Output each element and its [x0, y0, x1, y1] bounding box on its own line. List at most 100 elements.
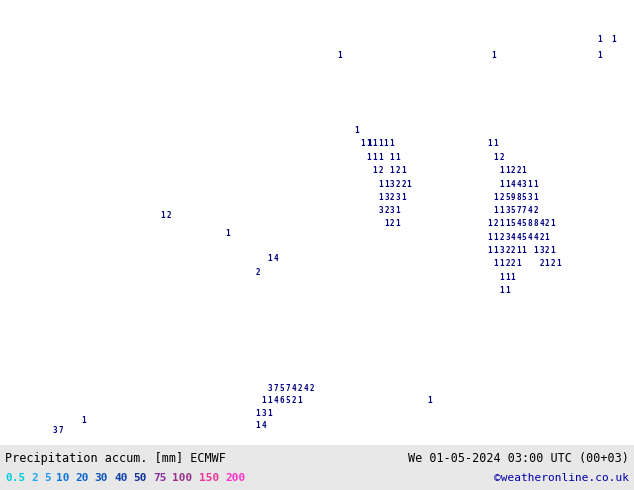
Text: 4: 4	[274, 395, 278, 405]
Text: 2: 2	[534, 205, 538, 215]
Text: 1: 1	[545, 259, 549, 268]
Text: 1: 1	[517, 245, 521, 254]
Text: 1: 1	[522, 245, 526, 254]
Text: 100: 100	[172, 473, 193, 483]
Text: 3: 3	[500, 245, 504, 254]
Text: 1: 1	[256, 409, 261, 417]
Text: 1: 1	[500, 166, 504, 174]
Text: 4: 4	[527, 232, 533, 242]
Text: 1: 1	[406, 179, 411, 189]
Text: 2: 2	[256, 268, 261, 276]
Text: 1: 1	[82, 416, 86, 424]
Text: 1: 1	[612, 35, 616, 45]
Text: 2: 2	[551, 259, 555, 268]
Text: 1: 1	[268, 409, 273, 417]
Text: 1: 1	[402, 166, 406, 174]
Text: 3: 3	[262, 409, 266, 417]
Text: 1: 1	[506, 179, 510, 189]
Text: 1: 1	[488, 245, 493, 254]
Text: 1: 1	[373, 166, 377, 174]
Text: 1: 1	[494, 232, 498, 242]
Text: 1: 1	[527, 179, 533, 189]
Text: 2: 2	[390, 193, 394, 201]
Text: 1: 1	[385, 179, 389, 189]
Text: 1: 1	[361, 139, 365, 147]
Text: 2: 2	[500, 232, 504, 242]
Text: 1: 1	[534, 245, 538, 254]
Text: 8: 8	[517, 193, 521, 201]
Text: 2: 2	[309, 384, 314, 392]
Text: 1: 1	[402, 193, 406, 201]
Text: 3: 3	[390, 179, 394, 189]
Text: We 01-05-2024 03:00 UTC (00+03): We 01-05-2024 03:00 UTC (00+03)	[408, 451, 629, 465]
Text: 2: 2	[511, 259, 515, 268]
Text: 1: 1	[494, 205, 498, 215]
Text: 3: 3	[385, 193, 389, 201]
Text: 2: 2	[378, 166, 384, 174]
Text: 1: 1	[500, 179, 504, 189]
Text: 5: 5	[511, 219, 515, 227]
Text: 1: 1	[160, 211, 165, 220]
Text: 2: 2	[32, 473, 38, 483]
Text: 7: 7	[517, 205, 521, 215]
Text: 1: 1	[500, 272, 504, 281]
Text: 1: 1	[492, 50, 496, 59]
Text: 2: 2	[494, 219, 498, 227]
Text: 50: 50	[134, 473, 147, 483]
Text: 8: 8	[527, 219, 533, 227]
Text: 2: 2	[298, 384, 302, 392]
Text: 5: 5	[522, 232, 526, 242]
Text: 1: 1	[256, 420, 261, 430]
Text: 4: 4	[262, 420, 266, 430]
Text: 1: 1	[500, 219, 504, 227]
Text: 2: 2	[506, 245, 510, 254]
Text: 1: 1	[396, 219, 400, 227]
Text: 2: 2	[517, 166, 521, 174]
Text: 3: 3	[506, 205, 510, 215]
Text: 1: 1	[494, 139, 498, 147]
Text: 7: 7	[522, 205, 526, 215]
Text: 1: 1	[390, 166, 394, 174]
Text: 2: 2	[506, 259, 510, 268]
Text: 5: 5	[280, 384, 284, 392]
Text: 4: 4	[517, 219, 521, 227]
Text: 2: 2	[500, 193, 504, 201]
Text: 1: 1	[557, 259, 561, 268]
Text: Precipitation accum. [mm] ECMWF: Precipitation accum. [mm] ECMWF	[5, 451, 226, 465]
Text: 2: 2	[500, 152, 504, 162]
Text: 2: 2	[385, 205, 389, 215]
Text: 7: 7	[286, 384, 290, 392]
Text: 1: 1	[545, 232, 549, 242]
Text: 4: 4	[304, 384, 308, 392]
Text: 2: 2	[545, 245, 549, 254]
Text: 3: 3	[527, 193, 533, 201]
Text: 1: 1	[396, 152, 400, 162]
Text: 1: 1	[517, 259, 521, 268]
Text: ©weatheronline.co.uk: ©weatheronline.co.uk	[494, 473, 629, 483]
Text: 1: 1	[378, 139, 384, 147]
Text: 10: 10	[56, 473, 70, 483]
Text: 0.5: 0.5	[5, 473, 25, 483]
Text: 1: 1	[378, 152, 384, 162]
Text: 1: 1	[500, 205, 504, 215]
Text: 1: 1	[298, 395, 302, 405]
Text: 1: 1	[390, 139, 394, 147]
Text: 30: 30	[95, 473, 108, 483]
Text: 1: 1	[390, 152, 394, 162]
Text: 1: 1	[598, 50, 602, 59]
Text: 1: 1	[396, 205, 400, 215]
Text: 2: 2	[396, 179, 400, 189]
Text: 1: 1	[268, 253, 273, 263]
Text: 6: 6	[280, 395, 284, 405]
Text: 1: 1	[373, 139, 377, 147]
Text: 1: 1	[511, 272, 515, 281]
Text: 2: 2	[511, 245, 515, 254]
Text: 7: 7	[59, 425, 63, 435]
Text: 2: 2	[167, 211, 171, 220]
Text: 1: 1	[488, 232, 493, 242]
Text: 5: 5	[44, 473, 51, 483]
Text: 1: 1	[368, 139, 372, 147]
Text: 4: 4	[517, 232, 521, 242]
Text: 1: 1	[506, 219, 510, 227]
Text: 1: 1	[385, 219, 389, 227]
